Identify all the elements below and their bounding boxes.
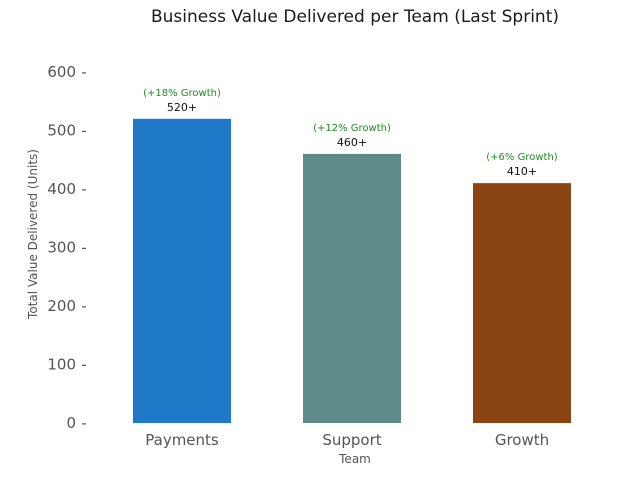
y-tick-mark: - [81,122,86,140]
x-tick-label: Growth [495,431,549,449]
y-tick-label: 200 [47,297,76,315]
x-axis-ticks: Payments Support Growth [145,431,549,449]
bar-growth-label: (+12% Growth) [313,123,391,134]
y-tick-mark: - [81,297,86,315]
y-tick-mark: - [81,414,86,432]
bars-group: 520+ (+18% Growth) 460+ (+12% Growth) 410+ (+… [133,88,571,424]
y-tick-mark: - [81,239,86,257]
y-tick-label: 400 [47,180,76,198]
bar-value-label: 460+ [337,136,367,149]
y-axis-label: Total Value Delivered (Units) [26,149,40,320]
y-tick-mark: - [81,356,86,374]
bar-growth-label: (+18% Growth) [143,88,221,99]
y-axis-ticks: 0 -100 -200 -300 -400 -500 -600- [47,63,86,432]
x-tick-label: Support [322,431,381,449]
x-axis-label: Team [338,452,371,466]
chart-title: Business Value Delivered per Team (Last … [151,7,559,27]
y-tick-label: 500 [47,122,76,140]
bar-value-label: 410+ [507,165,537,178]
y-tick-label: 100 [47,356,76,374]
y-tick-label: 600 [47,63,76,81]
bar-growth-label: (+6% Growth) [486,152,558,163]
bar-growth [473,183,571,423]
x-tick-label: Payments [145,431,219,449]
bar-support [303,153,401,423]
y-tick-label: 300 [47,239,76,257]
y-tick-label: 0 [66,414,76,432]
bar-value-label: 520+ [167,101,197,114]
bar-payments [133,118,231,424]
y-tick-mark: - [81,180,86,198]
y-tick-mark: - [81,63,86,81]
